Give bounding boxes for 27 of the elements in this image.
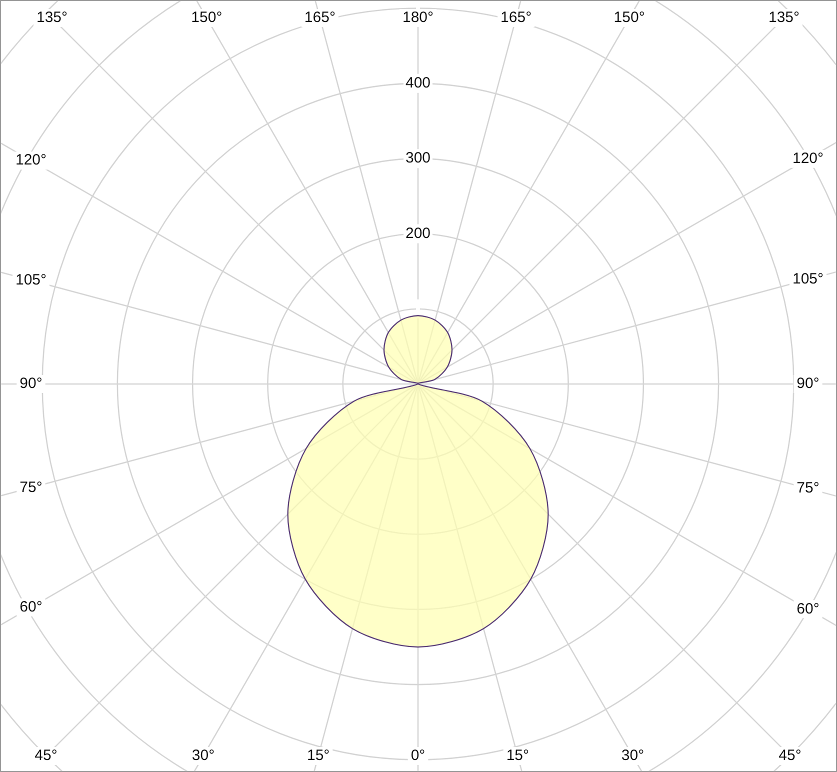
spoke-label: 105° [14,270,46,288]
spoke-label: 90° [796,374,819,392]
spoke-label: 60° [796,600,819,617]
y-tick-label: 200 [404,224,430,242]
spoke-label: 45° [34,746,57,764]
spoke-label: 30° [620,746,644,764]
spoke-label: 120° [14,151,46,168]
y-tick-label: 400 [404,74,430,92]
spoke-label: 120° [792,149,824,166]
spoke-label: 165° [304,8,335,26]
spoke-label: 60° [19,598,42,616]
spoke-label: 105° [792,270,824,288]
spoke-label: 30° [191,746,214,764]
spoke-label: 15° [506,746,529,764]
spoke-label: 75° [796,479,819,496]
spoke-label: 165° [500,8,532,26]
spoke-label: 75° [19,478,42,496]
spoke-label: 15° [306,746,330,764]
spoke-label: 135° [768,8,800,26]
spoke-label: 90° [19,374,42,392]
spoke-label: 150° [613,8,644,26]
y-tick-label: 300 [404,149,430,166]
spoke-label: 135° [36,8,68,26]
spoke-label: 0° [410,746,425,764]
spoke-label: 150° [190,8,222,26]
spoke-label: 180° [402,8,434,26]
spoke-label: 45° [778,746,801,764]
